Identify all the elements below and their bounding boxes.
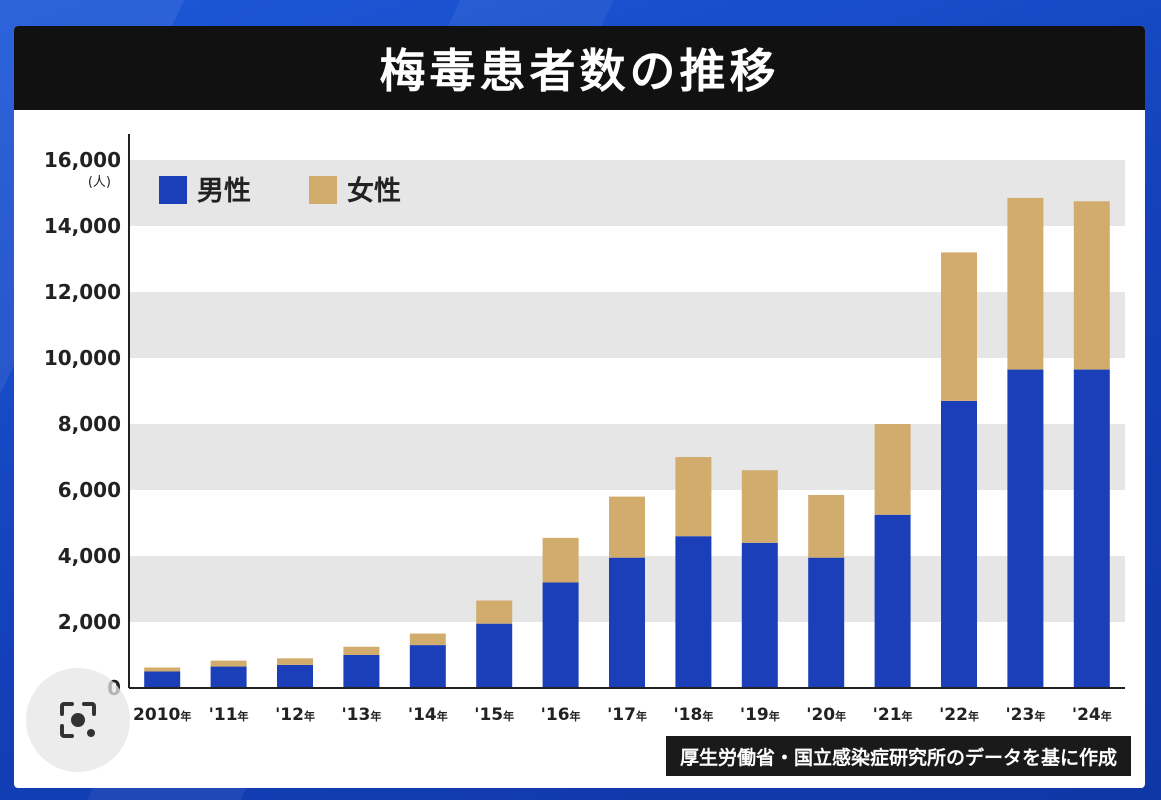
bar-male (874, 514, 911, 688)
legend-swatch-female (309, 176, 337, 204)
y-tick-label: 8,000 (58, 412, 121, 436)
x-tick-label: '14年 (408, 705, 448, 725)
bar-male (343, 655, 380, 688)
source-note: 厚生労働省・国立感染症研究所のデータを基に作成 (665, 736, 1131, 776)
bar-male (808, 557, 845, 688)
bar-female (675, 457, 712, 537)
bar-female (874, 424, 911, 515)
bar-male (941, 400, 977, 688)
bar-male (277, 664, 313, 688)
legend-label-male: 男性 (197, 176, 251, 207)
bar-male (542, 582, 579, 688)
source-note-text: 厚生労働省・国立感染症研究所のデータを基に作成 (679, 746, 1117, 769)
x-tick-label: '22年 (939, 705, 979, 725)
y-tick-label: 6,000 (58, 478, 121, 502)
bar-male (409, 645, 446, 688)
bar-female (741, 470, 778, 543)
bar-female (609, 496, 645, 558)
bar-female (144, 667, 181, 672)
bar-female (808, 494, 845, 558)
bar-female (210, 660, 247, 667)
x-tick-label: 2010年 (133, 705, 191, 725)
y-tick-label: 10,000 (44, 346, 121, 370)
stacked-bar-chart: 02,0004,0006,0008,00010,00012,00014,0001… (44, 134, 1125, 725)
x-tick-label: '24年 (1072, 705, 1112, 725)
x-tick-label: '19年 (740, 705, 780, 725)
bar-female (476, 600, 513, 624)
y-tick-label: 16,000 (44, 148, 121, 172)
bar-male (1007, 369, 1044, 688)
x-tick-label: '15年 (474, 705, 514, 725)
x-tick-label: '23年 (1005, 705, 1045, 725)
y-tick-label: 14,000 (44, 214, 121, 238)
x-tick-label: '17年 (607, 705, 647, 725)
bar-female (941, 252, 977, 401)
x-tick-label: '20年 (806, 705, 846, 725)
legend-label-female: 女性 (347, 175, 401, 207)
x-tick-label: '12年 (275, 705, 315, 725)
lens-glyph (60, 702, 96, 738)
bar-male (609, 557, 645, 688)
y-unit-label: (人) (88, 175, 111, 190)
bar-female (277, 658, 313, 665)
bar-male (1073, 369, 1110, 688)
x-tick-label: '21年 (873, 705, 913, 725)
x-tick-label: '13年 (341, 705, 381, 725)
bar-female (1073, 201, 1110, 370)
chart-panel: 梅毒患者数の推移 02,0004,0006,0008,00010,00012,0… (14, 26, 1145, 788)
bar-male (741, 542, 778, 688)
x-tick-label: '16年 (541, 705, 581, 725)
title-bar: 梅毒患者数の推移 (14, 26, 1145, 110)
bar-female (343, 646, 380, 655)
bar-male (476, 623, 513, 688)
y-tick-label: 4,000 (58, 544, 121, 568)
bar-male (210, 666, 247, 688)
grid-band (129, 160, 1125, 226)
y-tick-label: 2,000 (58, 610, 121, 634)
legend-swatch-male (159, 176, 187, 204)
bar-male (144, 671, 181, 688)
bar-female (409, 633, 446, 646)
bar-male (675, 536, 712, 688)
chart-title: 梅毒患者数の推移 (379, 44, 780, 98)
bar-female (542, 537, 579, 583)
bar-female (1007, 197, 1044, 370)
y-tick-label: 12,000 (44, 280, 121, 304)
x-tick-label: '18年 (673, 705, 713, 725)
x-tick-label: '11年 (209, 705, 249, 725)
image-search-icon[interactable] (26, 668, 130, 772)
